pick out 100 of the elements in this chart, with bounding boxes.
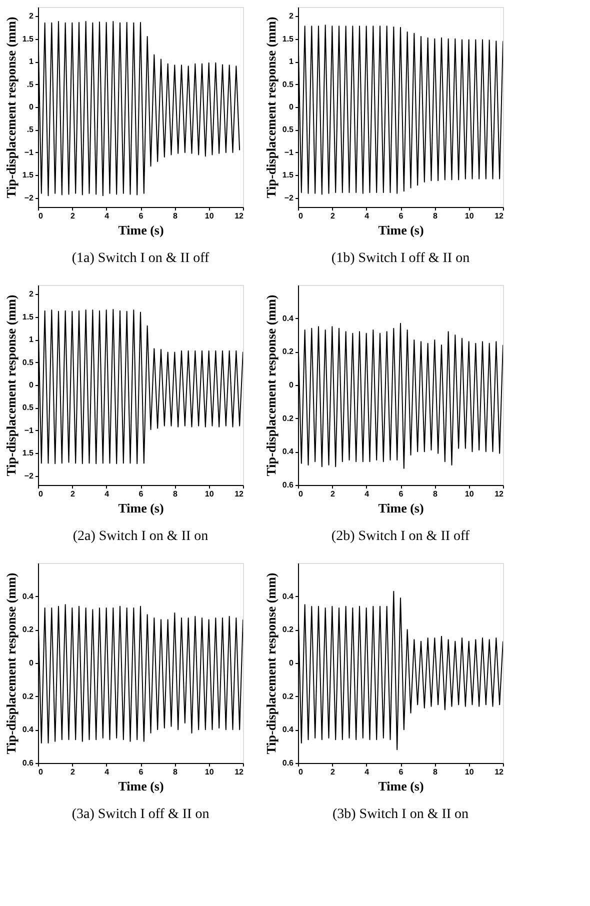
y-axis-title: Tip-displacement response (mm) xyxy=(3,294,18,476)
x-tick-label: 8 xyxy=(172,490,178,498)
y-tick-label: 0.5 xyxy=(282,80,294,89)
x-axis-title: Time (s) xyxy=(118,500,164,516)
y-tick-label: 2 xyxy=(29,12,34,21)
y-tick-label: 1.5 xyxy=(22,312,34,322)
y-tick-label: 1.5 xyxy=(22,170,34,180)
x-tick-label: 0 xyxy=(298,490,304,498)
text: (2a) Switch I on & II on xyxy=(72,529,208,544)
x-tick-label: 6 xyxy=(138,490,144,498)
x-tick-label: 2 xyxy=(70,212,76,220)
y-tick-label: .5 xyxy=(26,80,34,89)
y-tick-label: 1 xyxy=(29,57,34,66)
y-tick-label: −1 xyxy=(24,148,34,157)
x-tick-label: 10 xyxy=(464,212,474,220)
y-axis-title: Tip-displacement response (mm) xyxy=(263,294,278,476)
y-tick-label: 0.2 xyxy=(22,692,34,701)
y-tick-label: 0.6 xyxy=(282,480,294,490)
text: (1a) Switch I on & II off xyxy=(72,251,210,266)
y-tick-label: 0.2 xyxy=(22,625,34,634)
x-tick-label: 4 xyxy=(364,490,370,498)
y-tick-label: 0.5 xyxy=(282,125,294,134)
y-tick-label: 0.6 xyxy=(282,758,294,768)
x-tick-label: 12 xyxy=(494,212,504,220)
x-tick-label: 12 xyxy=(494,490,504,498)
x-tick-label: 10 xyxy=(204,490,214,498)
y-tick-label: 0.4 xyxy=(282,592,294,601)
x-tick-label: 12 xyxy=(494,768,504,776)
y-tick-label: 0.6 xyxy=(22,758,34,768)
x-tick-label: 12 xyxy=(234,212,244,220)
y-tick-label: 0.4 xyxy=(22,592,34,601)
x-tick-label: 4 xyxy=(104,768,110,776)
y-tick-label: 0.5 xyxy=(22,403,34,412)
x-tick-label: 6 xyxy=(398,768,404,776)
y-tick-label: 1.5 xyxy=(22,34,34,44)
y-tick-label: 0.2 xyxy=(282,347,294,356)
y-axis-title: Tip-displacement response (mm) xyxy=(3,16,18,198)
y-tick-label: 0 xyxy=(29,380,34,390)
x-tick-label: 6 xyxy=(398,490,404,498)
x-tick-label: 0 xyxy=(38,490,44,498)
y-tick-label: 1.5 xyxy=(282,170,294,180)
x-tick-label: 0 xyxy=(298,768,304,776)
y-tick-label: 0.2 xyxy=(282,414,294,423)
y-tick-label: 1 xyxy=(29,335,34,344)
x-axis-title: Time (s) xyxy=(378,222,424,238)
text: (3a) Switch I off & II on xyxy=(72,807,210,822)
x-tick-label: 8 xyxy=(432,768,438,776)
y-tick-label: 0 xyxy=(289,102,294,112)
x-tick-label: 12 xyxy=(234,768,244,776)
x-tick-label: 4 xyxy=(364,212,370,220)
y-axis-title: Tip-displacement response (mm) xyxy=(263,572,278,754)
x-tick-label: 10 xyxy=(204,768,214,776)
x-tick-label: 6 xyxy=(138,212,144,220)
y-tick-label: 1.5 xyxy=(282,34,294,44)
y-tick-label: −1 xyxy=(24,426,34,435)
x-tick-label: 4 xyxy=(364,768,370,776)
y-tick-label: 0.4 xyxy=(282,314,294,323)
y-tick-label: 0.2 xyxy=(282,692,294,701)
x-tick-label: 2 xyxy=(330,768,336,776)
y-tick-label: 0 xyxy=(289,658,294,668)
x-tick-label: 6 xyxy=(138,768,144,776)
x-axis-title: Time (s) xyxy=(378,778,424,794)
x-axis-title: Time (s) xyxy=(378,500,424,516)
x-tick-label: 4 xyxy=(104,212,110,220)
x-tick-label: 0 xyxy=(38,768,44,776)
y-tick-label: 2 xyxy=(289,12,294,21)
x-tick-label: 2 xyxy=(330,212,336,220)
y-tick-label: 0.2 xyxy=(282,625,294,634)
x-tick-label: 2 xyxy=(330,490,336,498)
x-tick-label: 0 xyxy=(298,212,304,220)
y-tick-label: 1 xyxy=(289,57,294,66)
x-tick-label: 6 xyxy=(398,212,404,220)
x-tick-label: 4 xyxy=(104,490,110,498)
y-tick-label: 0 xyxy=(289,380,294,390)
y-tick-label: 0.4 xyxy=(282,725,294,734)
x-tick-label: 10 xyxy=(464,768,474,776)
y-tick-label: −2 xyxy=(24,471,34,480)
y-tick-label: −1 xyxy=(284,148,294,157)
x-tick-label: 8 xyxy=(432,490,438,498)
y-tick-label: 0 xyxy=(29,102,34,112)
x-tick-label: 8 xyxy=(432,212,438,220)
y-tick-label: 1.5 xyxy=(22,448,34,458)
x-tick-label: 2 xyxy=(70,768,76,776)
y-tick-label: .5 xyxy=(26,125,34,134)
x-tick-label: 8 xyxy=(172,212,178,220)
y-tick-label: −2 xyxy=(284,193,294,202)
text: (1b) Switch I off & II on xyxy=(331,251,470,266)
text: (2b) Switch I on & II off xyxy=(331,529,470,544)
x-tick-label: 2 xyxy=(70,490,76,498)
y-tick-label: 0.5 xyxy=(22,358,34,367)
y-axis-title: Tip-displacement response (mm) xyxy=(263,16,278,198)
x-axis-title: Time (s) xyxy=(118,222,164,238)
y-tick-label: 0.4 xyxy=(282,447,294,456)
y-tick-label: −2 xyxy=(24,193,34,202)
x-axis-title: Time (s) xyxy=(118,778,164,794)
x-tick-label: 10 xyxy=(204,212,214,220)
text: (3b) Switch I on & II on xyxy=(332,807,469,822)
y-tick-label: 0.4 xyxy=(22,725,34,734)
x-tick-label: 8 xyxy=(172,768,178,776)
y-tick-label: 2 xyxy=(29,290,34,299)
